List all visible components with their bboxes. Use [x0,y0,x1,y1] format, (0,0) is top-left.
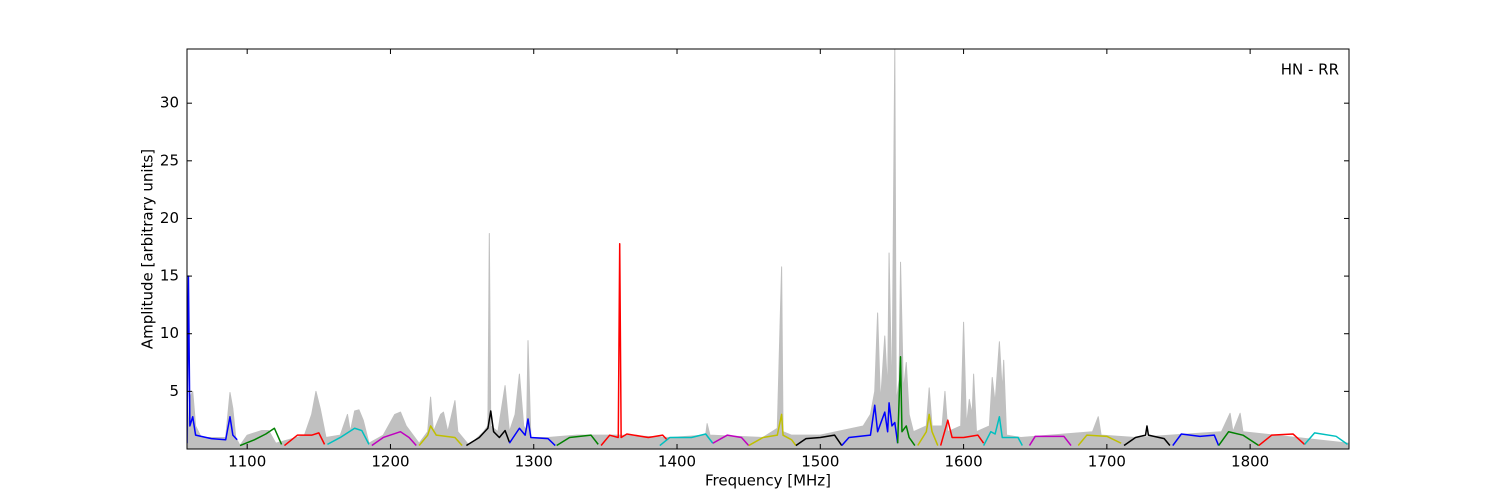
spectrum-line [239,427,283,447]
plot-area [187,49,1349,449]
y-tick-label: 10 [160,324,179,342]
x-tick-label: 1300 [515,453,553,471]
background-spectrum [187,49,1349,449]
spectrum-line [283,432,326,447]
x-tick-label: 1200 [371,453,409,471]
spectrum-line [712,434,750,447]
x-tick-label: 1700 [1088,453,1126,471]
axes-frame [186,48,1350,450]
spectrum-line [327,427,370,446]
spectrum-line [982,415,1023,446]
spectrum-line [1028,435,1072,447]
spectrum-line [466,410,511,447]
spectrum-line [748,413,797,447]
y-tick-label: 20 [160,209,179,227]
y-axis-label: Amplitude [arbitrary units] [139,149,157,349]
spectrum-line [939,419,985,446]
spectrum-line [1258,433,1306,447]
spectrum-line [508,418,556,447]
x-tick-label: 1800 [1231,453,1269,471]
spectrum-line [371,430,417,447]
annotation: HN - RR [1281,61,1339,79]
y-tick-label: 25 [160,151,179,169]
x-tick-label: 1500 [801,453,839,471]
spectrum-line [841,402,899,447]
spectrum-line [187,275,238,444]
spectrum-line [896,356,916,446]
x-tick-label: 1600 [944,453,982,471]
x-tick-label: 1100 [228,453,266,471]
spectrum-line [795,434,843,447]
spectrum-line [556,434,599,447]
x-axis-label: Frequency [MHz] [705,472,831,490]
spectrum-line [659,433,714,447]
spectrum-line [1304,432,1349,446]
spectrum-line [1218,430,1260,447]
y-tick-label: 5 [169,382,179,400]
spectrum-line [418,425,463,447]
spectrum-line [1123,425,1171,447]
y-tick-label: 15 [160,267,179,285]
x-tick-label: 1400 [658,453,696,471]
y-tick-label: 30 [160,94,179,112]
spectrum-line [600,243,668,447]
spectrum-line [917,413,939,446]
spectrum-line [1172,433,1220,446]
spectrum-line [1077,434,1122,447]
